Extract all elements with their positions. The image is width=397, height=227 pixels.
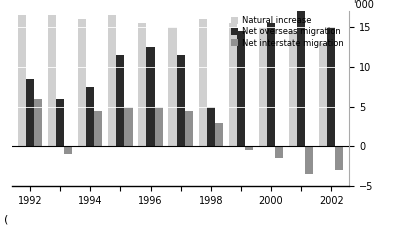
Bar (335, 146, 343, 170)
Bar (94, 111, 102, 146)
Bar (86, 87, 94, 146)
Bar (207, 107, 215, 146)
Text: '000: '000 (353, 0, 374, 10)
Bar (215, 123, 223, 146)
Bar (198, 19, 207, 146)
Bar (64, 146, 72, 154)
Bar (319, 43, 327, 146)
Bar (108, 15, 116, 146)
Bar (245, 146, 253, 151)
Bar (146, 47, 154, 146)
Bar (259, 27, 267, 146)
Bar (267, 23, 275, 146)
Bar (138, 23, 146, 146)
Bar (18, 15, 26, 146)
Bar (185, 111, 193, 146)
Bar (34, 99, 42, 146)
Bar (124, 107, 133, 146)
Bar (297, 11, 305, 146)
Legend: Natural increase, Net overseas migration, Net interstate migration: Natural increase, Net overseas migration… (231, 16, 343, 48)
Bar (305, 146, 313, 174)
Bar (26, 79, 34, 146)
Bar (116, 55, 124, 146)
Bar (327, 27, 335, 146)
Text: (: ( (4, 215, 8, 225)
Bar (289, 31, 297, 146)
Bar (168, 27, 177, 146)
Bar (237, 31, 245, 146)
Bar (154, 107, 163, 146)
Bar (229, 23, 237, 146)
Bar (48, 15, 56, 146)
Bar (56, 99, 64, 146)
Bar (177, 55, 185, 146)
Bar (78, 19, 86, 146)
Bar (275, 146, 283, 158)
